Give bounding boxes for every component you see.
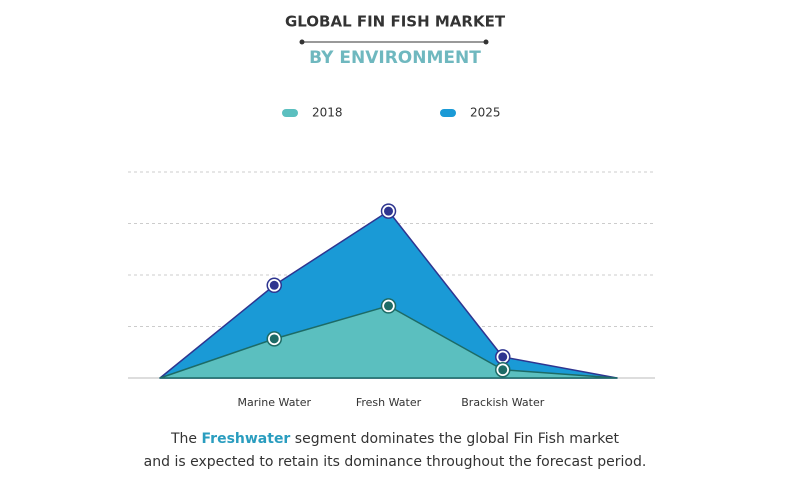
caption: The Freshwater segment dominates the glo… (170, 431, 619, 447)
legend-label: 2018 (312, 106, 343, 120)
x-tick-label: Brackish Water (461, 396, 544, 409)
x-tick-label: Marine Water (237, 396, 311, 409)
legend-label: 2025 (470, 106, 501, 120)
chart-subtitle: BY ENVIRONMENT (309, 48, 481, 68)
caption-text: segment dominates the global Fin Fish ma… (290, 431, 619, 447)
data-point-core (498, 365, 508, 375)
legend-swatch (440, 109, 456, 117)
data-point-core (269, 334, 279, 344)
data-point-core (384, 206, 393, 216)
caption-text: The (170, 431, 202, 447)
legend-swatch (282, 109, 298, 117)
title-dot (483, 39, 489, 45)
title-dot (299, 39, 305, 45)
area (159, 305, 618, 379)
data-point-core (269, 280, 279, 290)
caption-text: and is expected to retain its dominance … (144, 454, 647, 470)
caption-highlight: Freshwater (202, 431, 291, 447)
data-point-core (384, 301, 393, 311)
x-tick-label: Fresh Water (356, 396, 422, 409)
data-point-core (498, 352, 508, 362)
chart-title: GLOBAL FIN FISH MARKET (285, 13, 506, 31)
